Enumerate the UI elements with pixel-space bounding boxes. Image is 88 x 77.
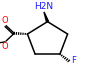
Text: O: O [1, 16, 8, 25]
Polygon shape [44, 12, 49, 22]
Text: F: F [71, 56, 76, 65]
Text: O: O [1, 42, 8, 51]
Text: H2N: H2N [34, 2, 53, 11]
